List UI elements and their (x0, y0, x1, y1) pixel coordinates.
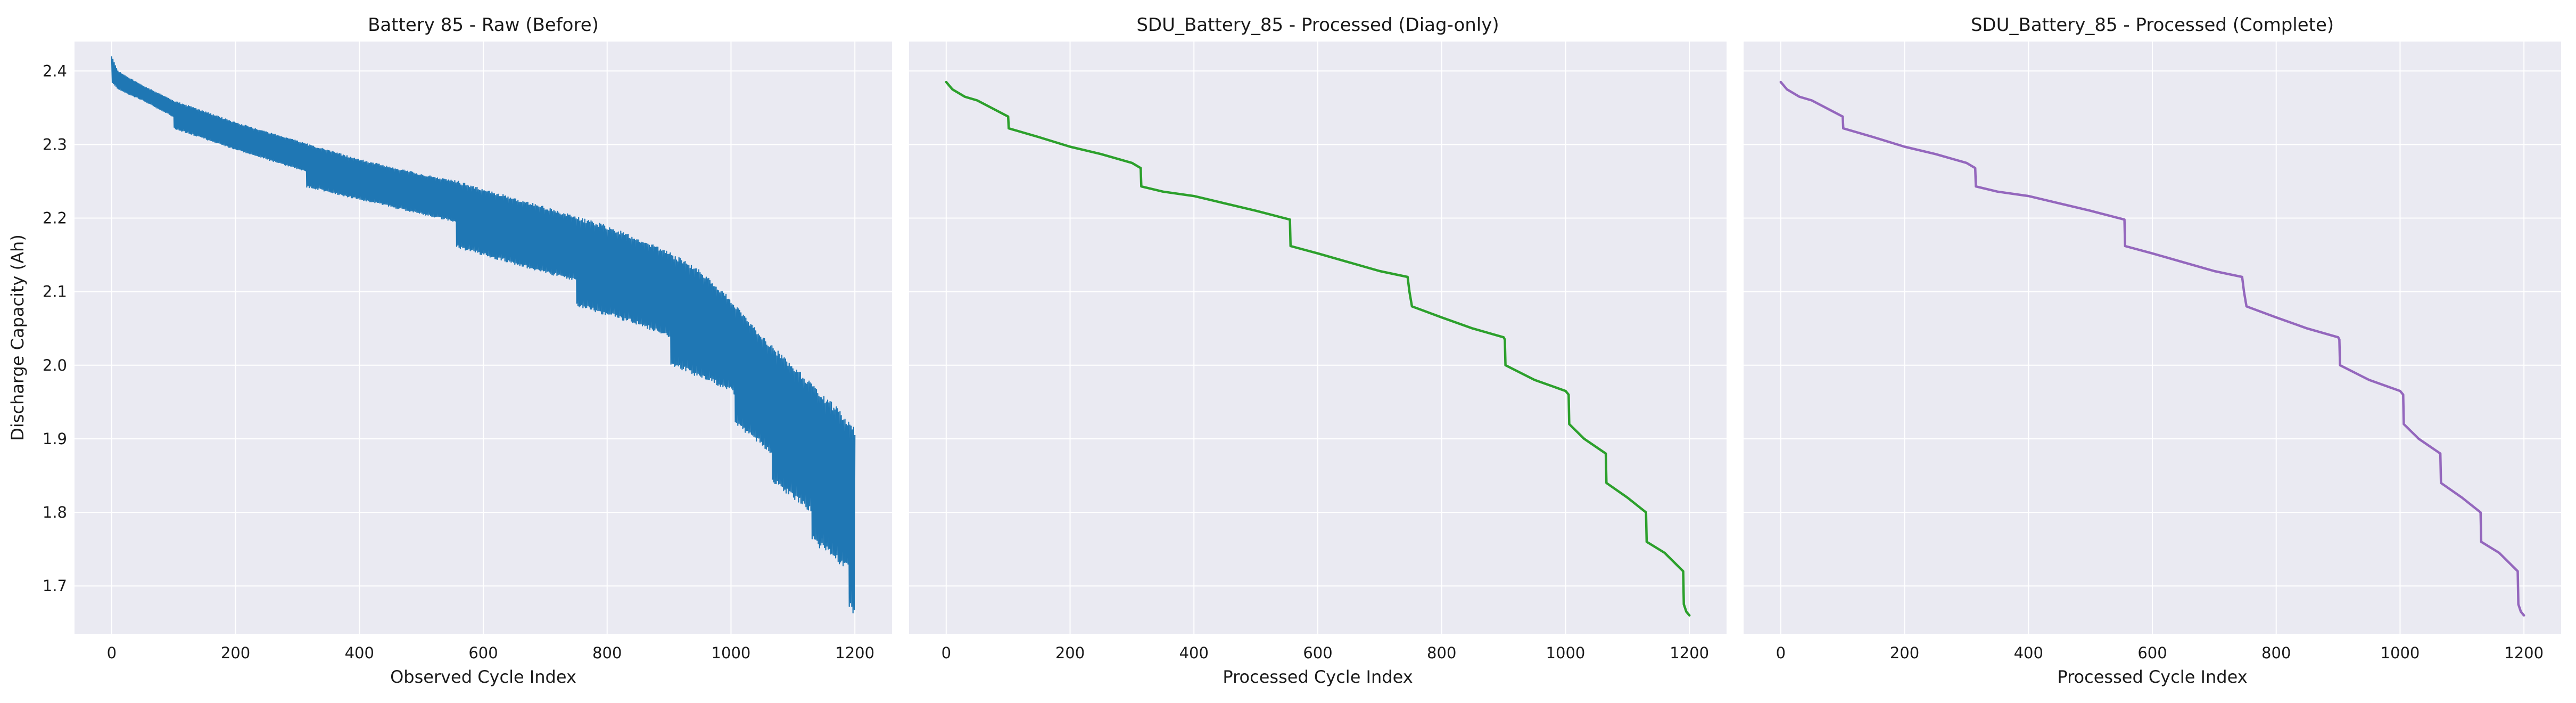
y-tick-label: 1.9 (43, 430, 67, 448)
y-tick-label: 2.4 (43, 62, 67, 80)
x-tick-label: 1200 (835, 644, 874, 662)
panel-title: Battery 85 - Raw (Before) (368, 14, 599, 36)
x-tick-label: 1200 (2504, 644, 2544, 662)
y-tick-label: 2.3 (43, 135, 67, 153)
series-line (1779, 80, 2525, 617)
x-tick-label: 400 (345, 644, 374, 662)
x-tick-label: 200 (1890, 644, 1919, 662)
y-tick-label: 1.8 (43, 503, 67, 521)
x-tick-label: 0 (942, 644, 951, 662)
panel-1: 2.4 2.3 2.2 2.1 2.0 1.9 1.8 1.7 0 200 400 600 800 100… (7, 14, 892, 687)
series-line-raw (111, 56, 856, 614)
x-tick-label: 1000 (2381, 644, 2420, 662)
x-tick-label: 200 (221, 644, 250, 662)
x-tick-label: 600 (1303, 644, 1332, 662)
y-tick-label: 2.2 (43, 209, 67, 227)
x-tick-label: 1200 (1670, 644, 1709, 662)
x-tick-label: 1000 (1546, 644, 1586, 662)
x-tick-label: 400 (1179, 644, 1209, 662)
series-line (945, 80, 1691, 617)
x-tick-label: 0 (107, 644, 117, 662)
x-tick-label: 800 (592, 644, 622, 662)
x-axis-label: Processed Cycle Index (2057, 667, 2247, 687)
x-tick-label: 200 (1055, 644, 1085, 662)
x-tick-label: 600 (468, 644, 498, 662)
y-tick-label: 2.1 (43, 283, 67, 301)
panel-title: SDU_Battery_85 - Processed (Complete) (1971, 14, 2334, 36)
x-tick-label: 800 (2261, 644, 2291, 662)
y-tick-label: 2.0 (43, 356, 67, 374)
panel-title: SDU_Battery_85 - Processed (Diag-only) (1136, 14, 1499, 36)
y-axis-label: Discharge Capacity (Ah) (7, 234, 28, 441)
panel-2: 0 200 400 600 800 1000 1200 SDU_Battery_85 - Pr… (909, 14, 1727, 687)
x-tick-label: 800 (1427, 644, 1456, 662)
x-axis-label: Observed Cycle Index (390, 667, 576, 687)
x-tick-label: 0 (1776, 644, 1786, 662)
x-tick-label: 1000 (712, 644, 751, 662)
x-axis-label: Processed Cycle Index (1223, 667, 1413, 687)
x-tick-label: 400 (2014, 644, 2043, 662)
panel-3: 0 200 400 600 800 1000 1200 SDU_Battery_85 - Pr… (1744, 14, 2561, 687)
x-tick-label: 600 (2137, 644, 2167, 662)
y-tick-label: 1.7 (43, 577, 67, 595)
